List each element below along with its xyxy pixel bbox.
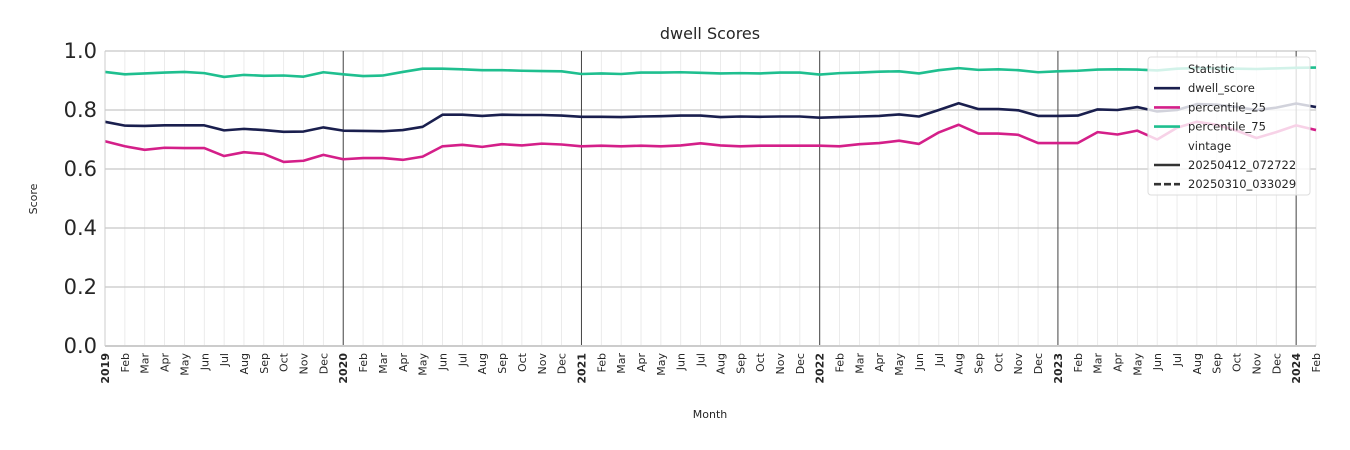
x-tick-label: May bbox=[178, 353, 191, 376]
x-tick-label: Feb bbox=[595, 353, 608, 372]
x-tick-label: Feb bbox=[1072, 353, 1085, 372]
legend-entry-label: dwell_score bbox=[1188, 81, 1255, 95]
x-tick-label: Feb bbox=[119, 353, 132, 372]
x-tick-label: May bbox=[417, 353, 430, 376]
x-tick-label: 2019 bbox=[99, 353, 112, 384]
x-tick-label: Dec bbox=[794, 353, 807, 374]
x-tick-label: Jun bbox=[913, 353, 926, 371]
y-axis-label: Score bbox=[27, 183, 40, 214]
x-tick-label: Jul bbox=[933, 353, 946, 367]
x-tick-label: May bbox=[1131, 353, 1144, 376]
x-tick-label: 2020 bbox=[337, 353, 350, 384]
x-tick-label: Aug bbox=[1191, 353, 1204, 374]
x-tick-label: Apr bbox=[635, 353, 648, 373]
x-tick-label: Apr bbox=[873, 353, 886, 373]
legend-section-title: vintage bbox=[1188, 139, 1231, 153]
x-tick-label: Aug bbox=[476, 353, 489, 374]
legend: Statistic dwell_score percentile_25percent… bbox=[1147, 56, 1311, 196]
x-tick-label: Nov bbox=[1012, 353, 1025, 375]
y-tick-label: 0.4 bbox=[64, 216, 97, 240]
legend-box bbox=[1147, 56, 1311, 196]
minor-gridlines bbox=[104, 51, 1317, 346]
x-tick-label: Oct bbox=[992, 352, 1005, 372]
x-tick-label: Sep bbox=[734, 353, 747, 374]
x-tick-label: May bbox=[893, 353, 906, 376]
legend-section-title: Statistic bbox=[1188, 62, 1235, 76]
x-tick-label: Apr bbox=[397, 353, 410, 373]
x-tick-label: May bbox=[655, 353, 668, 376]
x-tick-label: Feb bbox=[834, 353, 847, 372]
x-tick-label: Nov bbox=[536, 353, 549, 375]
x-tick-label: Aug bbox=[953, 353, 966, 374]
x-tick-label: Jul bbox=[695, 353, 708, 367]
x-tick-label: Oct bbox=[516, 352, 529, 372]
x-tick-label: Apr bbox=[1111, 353, 1124, 373]
x-tick-label: Oct bbox=[278, 352, 291, 372]
y-tick-label: 0.0 bbox=[64, 334, 97, 358]
series-line-percentile-75 bbox=[104, 66, 1317, 79]
x-tick-label: Jun bbox=[1151, 353, 1164, 371]
x-tick-label: Mar bbox=[853, 353, 866, 374]
x-tick-label: Jun bbox=[436, 353, 449, 371]
x-tick-label: Sep bbox=[1211, 353, 1224, 374]
x-tick-label: Mar bbox=[615, 353, 628, 374]
y-tick-label: 0.6 bbox=[64, 157, 97, 181]
x-tick-label: Nov bbox=[1250, 353, 1263, 375]
chart-title: dwell Scores bbox=[660, 24, 760, 43]
x-tick-label: Feb bbox=[1310, 353, 1323, 372]
y-tick-label: 0.2 bbox=[64, 275, 97, 299]
x-tick-label: Dec bbox=[1032, 353, 1045, 374]
x-tick-label: Aug bbox=[238, 353, 251, 374]
series-line-percentile-25 bbox=[104, 120, 1317, 164]
x-tick-label: Oct bbox=[754, 352, 767, 372]
x-axis-label: Month bbox=[693, 408, 728, 421]
x-tick-label: Sep bbox=[973, 353, 986, 374]
x-tick-label: Mar bbox=[139, 353, 152, 374]
legend-entry-label: 20250412_072722 bbox=[1188, 158, 1296, 172]
x-tick-label: Nov bbox=[298, 353, 311, 375]
x-tick-label: Jul bbox=[218, 353, 231, 367]
x-tick-label: Jun bbox=[675, 353, 688, 371]
legend-entry-label: percentile_25 bbox=[1188, 100, 1266, 114]
x-tick-label: Aug bbox=[714, 353, 727, 374]
y-tick-labels: 0.0 0.2 0.4 0.6 0.8 1.0 bbox=[64, 39, 97, 358]
x-tick-label: Mar bbox=[377, 353, 390, 374]
x-tick-label: 2023 bbox=[1052, 353, 1065, 384]
x-tick-label: Nov bbox=[774, 353, 787, 375]
major-gridlines bbox=[105, 50, 1316, 347]
series-line-dwell-score bbox=[104, 101, 1317, 134]
x-tick-label: Jul bbox=[456, 353, 469, 367]
series-lines bbox=[104, 66, 1317, 164]
x-tick-label: Sep bbox=[258, 353, 271, 374]
x-tick-label: Dec bbox=[1270, 353, 1283, 374]
x-tick-label: Jul bbox=[1171, 353, 1184, 367]
x-tick-label: 2024 bbox=[1290, 353, 1303, 384]
y-tick-label: 1.0 bbox=[64, 39, 97, 63]
x-tick-label: Feb bbox=[357, 353, 370, 372]
x-tick-label: Sep bbox=[496, 353, 509, 374]
x-tick-labels: 2019 Feb Mar Apr May Jun Jul Aug Sep Oct Nov Dec 202… bbox=[99, 352, 1323, 383]
legend-entry-label: percentile_75 bbox=[1188, 120, 1266, 134]
x-tick-label: 2022 bbox=[814, 353, 827, 384]
x-tick-label: Dec bbox=[556, 353, 569, 374]
x-tick-label: Oct bbox=[1231, 352, 1244, 372]
x-tick-label: Apr bbox=[159, 353, 172, 373]
x-tick-label: 2021 bbox=[575, 353, 588, 384]
legend-entry-label: 20250310_033029 bbox=[1188, 177, 1296, 191]
x-tick-label: Mar bbox=[1092, 353, 1105, 374]
y-tick-label: 0.8 bbox=[64, 98, 97, 122]
x-tick-label: Dec bbox=[317, 353, 330, 374]
x-tick-label: Jun bbox=[198, 353, 211, 371]
